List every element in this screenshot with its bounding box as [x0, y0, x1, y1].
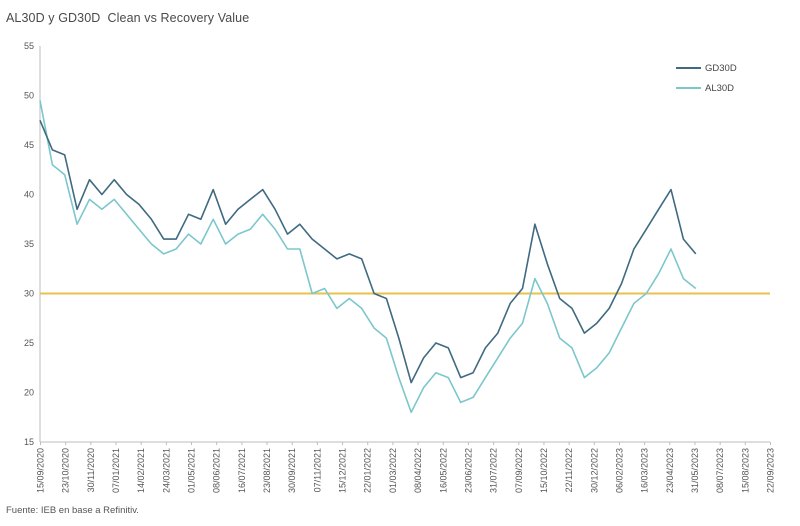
x-tick-label: 31/07/2022: [489, 448, 499, 493]
legend-label-al30d: AL30D: [705, 83, 734, 94]
axes: [39, 46, 770, 443]
x-tick-label: 14/02/2021: [136, 448, 146, 493]
x-tick-label: 24/03/2021: [161, 448, 171, 493]
y-tick-labels: 15 20 25 30 35 40 45 50 55: [24, 41, 34, 447]
x-tick-label: 06/02/2023: [614, 448, 624, 493]
x-tick-label: 23/10/2020: [61, 448, 71, 493]
x-tick-label: 15/08/2023: [740, 448, 750, 493]
y-tick-label: 45: [24, 140, 34, 150]
x-tick-label: 07/01/2021: [111, 448, 121, 493]
series-lines: [39, 100, 697, 414]
x-tick-label: 15/09/2020: [36, 448, 46, 493]
y-tick-label: 40: [24, 190, 34, 200]
x-tick-label: 15/10/2022: [539, 448, 549, 493]
y-tick-label: 55: [24, 41, 34, 51]
x-tick-label: 16/03/2023: [640, 448, 650, 493]
y-tick-label: 30: [24, 289, 34, 299]
legend: GD30D AL30D: [676, 63, 737, 94]
x-tick-label: 16/07/2021: [237, 448, 247, 493]
x-tick-label: 23/08/2021: [262, 448, 272, 493]
y-tick-label: 25: [24, 338, 34, 348]
x-tick-label: 08/06/2021: [212, 448, 222, 493]
y-tick-label: 35: [24, 239, 34, 249]
chart-title: AL30D y GD30D Clean vs Recovery Value: [6, 11, 250, 25]
x-tick-label: 23/06/2022: [463, 448, 473, 493]
x-tick-label: 08/04/2022: [413, 448, 423, 493]
x-tick-label: 08/07/2023: [715, 448, 725, 493]
x-tick-label: 30/12/2022: [589, 448, 599, 493]
series-line-al30d: [39, 100, 697, 414]
x-tick-labels: 15/09/2020 23/10/2020 30/11/2020 07/01/2021…: [36, 442, 776, 493]
x-tick-label: 23/04/2023: [665, 448, 675, 493]
y-tick-label: 15: [24, 437, 34, 447]
series-line-gd30d: [39, 119, 697, 384]
x-tick-label: 07/09/2022: [514, 448, 524, 493]
x-tick-label: 22/11/2022: [564, 448, 574, 492]
y-tick-label: 20: [24, 388, 34, 398]
x-tick-label: 31/05/2023: [690, 448, 700, 493]
y-tick-label: 50: [24, 91, 34, 101]
x-tick-label: 16/05/2022: [438, 448, 448, 493]
x-tick-label: 15/12/2021: [338, 448, 348, 493]
legend-label-gd30d: GD30D: [705, 63, 737, 74]
source-note: Fuente: IEB en base a Refinitiv.: [6, 505, 139, 516]
x-tick-label: 01/03/2022: [388, 448, 398, 493]
x-tick-label: 22/09/2023: [766, 448, 776, 493]
x-tick-label: 30/09/2021: [287, 448, 297, 493]
x-tick-label: 01/05/2021: [187, 448, 197, 493]
x-tick-label: 30/11/2020: [86, 448, 96, 492]
x-tick-label: 07/11/2021: [312, 448, 322, 492]
x-tick-label: 22/01/2022: [363, 448, 373, 493]
